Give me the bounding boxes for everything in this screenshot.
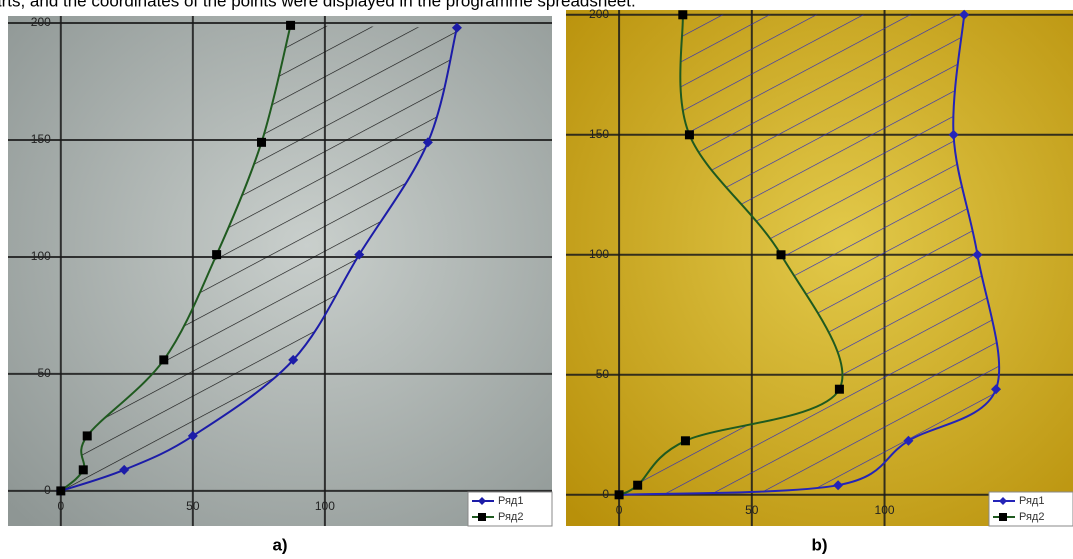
marker [257,137,267,147]
marker [776,250,786,260]
y-tick-label: 50 [37,366,51,380]
legend-label: Ряд1 [1019,495,1044,507]
marker [56,486,66,496]
marker [684,130,694,140]
marker [159,355,169,365]
legend-marker [478,513,486,521]
marker [959,9,970,20]
marker [614,490,624,500]
marker [286,20,296,30]
panel-label: b) [811,535,827,554]
marker [903,435,914,446]
x-tick-label: 50 [186,499,200,513]
x-tick-label: 100 [875,503,895,517]
x-tick-label: 0 [616,503,623,517]
marker [451,22,462,33]
legend-marker [999,497,1007,505]
marker [948,129,959,140]
legend-label: Ряд1 [498,495,523,507]
marker [354,249,365,260]
legend-label: Ряд2 [498,511,523,523]
marker [833,480,844,491]
marker [119,464,130,475]
y-tick-label: 150 [31,132,51,146]
legend-marker [999,513,1007,521]
legend-marker [478,497,486,505]
marker [678,10,688,20]
y-tick-label: 0 [44,483,51,497]
marker [834,384,844,394]
x-tick-label: 0 [57,499,64,513]
marker [972,249,983,260]
header-text: e charts, and the coordinates of the poi… [0,0,636,10]
y-tick-label: 100 [31,249,51,263]
marker [212,250,222,260]
y-tick-label: 0 [602,487,609,501]
chart-panel: 0 50 100 150 200 0 50 100 Ряд1 Ряд2 b) [566,7,1073,554]
marker [633,480,643,490]
hatched-area [60,25,457,491]
chart-panel: 0 50 100 150 200 0 50 100 Ряд1 Ряд2 a) [8,15,553,554]
marker [187,430,198,441]
marker [78,465,88,475]
marker [288,354,299,365]
marker [82,431,92,441]
marker [991,384,1002,395]
legend-label: Ряд2 [1019,511,1044,523]
marker [680,436,690,446]
y-tick-label: 200 [31,15,51,29]
hatched-area [619,14,1000,495]
y-tick-label: 200 [589,7,609,21]
y-tick-label: 50 [596,367,610,381]
panel-label: a) [272,535,287,554]
y-tick-label: 100 [589,247,609,261]
x-tick-label: 100 [315,499,335,513]
y-tick-label: 150 [589,127,609,141]
x-tick-label: 50 [745,503,759,517]
marker [422,137,433,148]
